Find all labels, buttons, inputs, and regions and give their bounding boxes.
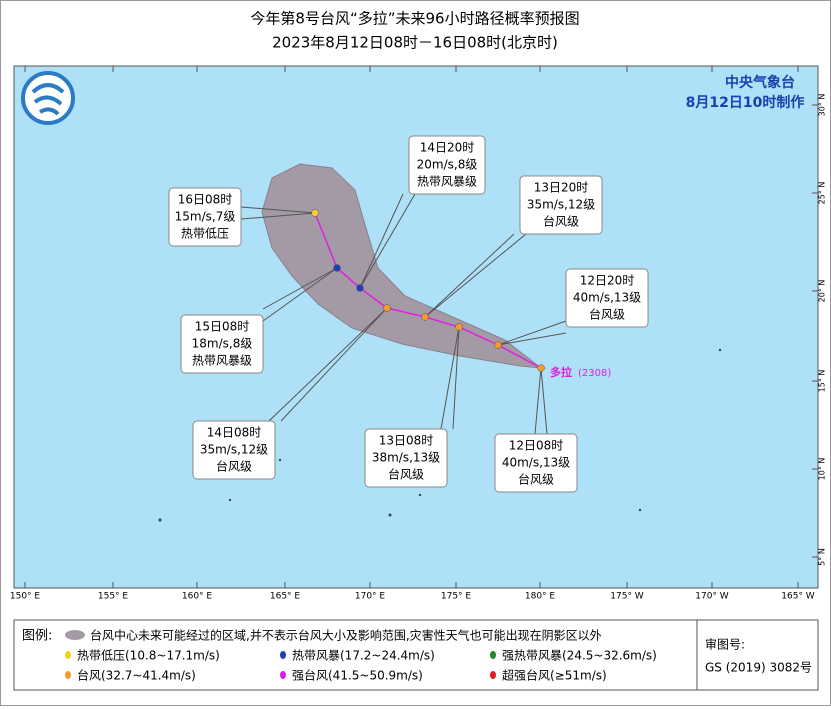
callout-wind: 40m/s,13级 (502, 456, 570, 470)
legend-label: 热带风暴(17.2~24.4m/s) (292, 649, 435, 663)
lon-label: 150° E (10, 592, 41, 602)
callout-box (494, 433, 578, 493)
callout-level: 台风级 (216, 459, 252, 474)
callout-level: 热带风暴级 (417, 175, 477, 189)
callout-level: 台风级 (518, 472, 554, 487)
callout-box (180, 314, 264, 374)
callout-wind: 18m/s,8级 (192, 337, 253, 351)
callout-level: 台风级 (589, 307, 625, 322)
callout-level: 热带风暴级 (192, 354, 252, 368)
callout-level: 热带低压 (181, 227, 229, 241)
lon-label: 155° E (98, 592, 129, 602)
forecast-point (421, 313, 429, 321)
legend-dot (280, 651, 286, 659)
callout-time: 12日08时 (509, 439, 564, 453)
forecast-point (333, 264, 341, 272)
lat-label: 25° N (818, 182, 827, 205)
legend-label: 热带低压(10.8~17.1m/s) (77, 649, 220, 663)
issue-time: 8月12日10时制作 (686, 94, 805, 111)
lat-label: 5° N (818, 548, 827, 566)
callout-wind: 40m/s,13级 (573, 291, 641, 305)
callout-time: 13日08时 (379, 434, 434, 448)
probability-cone (261, 163, 543, 369)
title: 今年第8号台风“多拉”未来96小时路径概率预报图 (250, 10, 579, 28)
storm-code: (2308) (578, 368, 611, 379)
callout-wind: 15m/s,7级 (175, 210, 236, 224)
legend-label: 超强台风(≥51m/s) (502, 668, 607, 683)
callout-wind: 35m/s,12级 (527, 198, 595, 212)
lon-label: 175° E (441, 592, 472, 602)
legend-label: 强热带风暴(24.5~32.6m/s) (502, 649, 657, 663)
track-line (314, 212, 542, 369)
forecast-point (455, 323, 463, 331)
forecast-point (356, 284, 364, 292)
legend-box (13, 619, 819, 691)
callout-time: 16日08时 (178, 193, 233, 207)
forecast-point (537, 364, 545, 372)
callout-box (408, 135, 486, 195)
cone-swatch (65, 630, 85, 640)
lat-label: 30° N (818, 94, 827, 117)
forecast-point (494, 341, 502, 349)
islands (158, 348, 722, 522)
legend-dot (490, 671, 496, 679)
callout-level: 台风级 (543, 214, 579, 229)
lon-label: 165° E (270, 592, 301, 602)
callout-time: 12日20时 (580, 274, 635, 288)
legend-dot (490, 651, 496, 659)
callout-wind: 20m/s,8级 (417, 158, 478, 172)
callout-time: 14日08时 (207, 426, 262, 440)
agency-name: 中央气象台 (725, 74, 795, 91)
legend-dot (65, 671, 71, 679)
callout-box (192, 420, 276, 480)
legend-label: 台风(32.7~41.4m/s) (77, 668, 196, 683)
legend-dot (280, 671, 286, 679)
legend-label: 强台风(41.5~50.9m/s) (292, 668, 423, 683)
lat-label: 20° N (818, 280, 827, 303)
legend-dot (65, 651, 71, 659)
callout-wind: 38m/s,13级 (372, 451, 440, 465)
callout-box (565, 268, 649, 328)
cone-label: 台风中心未来可能经过的区域,并不表示台风大小及影响范围,灾害性天气也可能出现在阴… (90, 628, 602, 643)
callout-box (364, 428, 448, 488)
forecast-point (311, 209, 319, 217)
storm-name: 多拉 (550, 365, 572, 379)
callout-time: 13日20时 (534, 181, 589, 195)
lon-label: 180° E (525, 592, 556, 602)
lon-label: 175° W (610, 592, 644, 602)
lon-label: 165° W (781, 592, 815, 602)
callout-time: 15日08时 (195, 320, 250, 334)
lat-label: 10° N (818, 458, 827, 481)
lon-label: 170° W (695, 592, 729, 602)
approval-label: 审图号: (705, 637, 745, 652)
callout-wind: 35m/s,12级 (200, 443, 268, 457)
callout-box (168, 187, 242, 247)
approval-number: GS (2019) 3082号 (705, 661, 812, 675)
callout-level: 台风级 (388, 467, 424, 482)
callout-time: 14日20时 (420, 141, 475, 155)
logo (21, 71, 75, 125)
lat-label: 15° N (818, 370, 827, 393)
lon-label: 160° E (182, 592, 213, 602)
subtitle: 2023年8月12日08时－16日08时(北京时) (272, 34, 558, 52)
forecast-point (383, 304, 391, 312)
callout-box (519, 175, 603, 235)
legend-title: 图例: (22, 629, 52, 644)
lon-label: 170° E (355, 592, 386, 602)
